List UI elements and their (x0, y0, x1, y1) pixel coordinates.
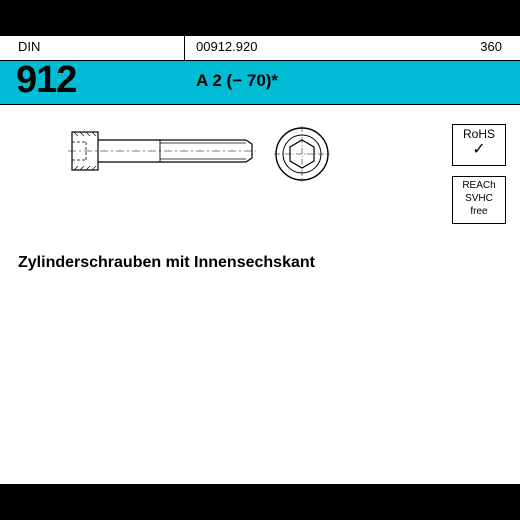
diagram-area: RoHS ✓ REACh SVHC free (0, 106, 520, 246)
bottom-band (0, 484, 520, 520)
cyan-band: 912 A 2 (− 70)* (0, 61, 520, 105)
reach-l2: SVHC (453, 192, 505, 205)
product-description: Zylinderschrauben mit Innensechskant (18, 254, 315, 272)
screw-front-view (272, 124, 332, 184)
reach-l1: REACh (453, 179, 505, 192)
material-spec: A 2 (− 70)* (196, 71, 278, 91)
header-code: 00912.920 (196, 39, 257, 54)
din-number: 912 (16, 59, 76, 102)
header-din-label: DIN (18, 39, 40, 54)
screw-side-view (68, 126, 258, 186)
reach-badge: REACh SVHC free (452, 176, 506, 224)
rohs-badge: RoHS ✓ (452, 124, 506, 166)
rohs-check-icon: ✓ (453, 140, 505, 159)
rohs-label: RoHS (453, 128, 505, 140)
reach-l3: free (453, 205, 505, 218)
header-bar: DIN 00912.920 360 (0, 36, 520, 61)
top-band (0, 0, 520, 36)
header-page-num: 360 (480, 39, 502, 54)
